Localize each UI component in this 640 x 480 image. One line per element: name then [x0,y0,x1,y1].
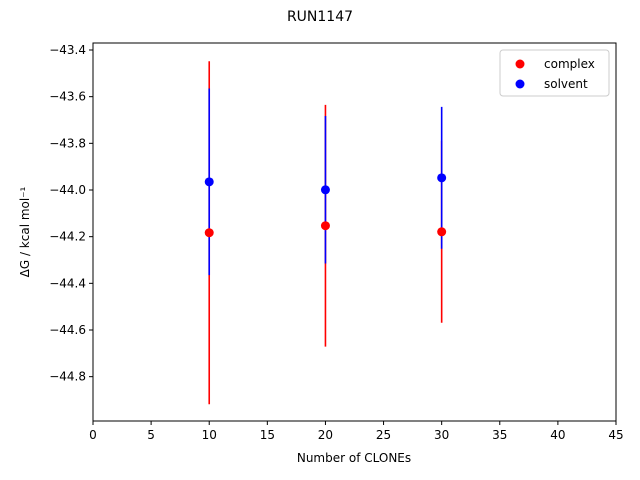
x-tick-label: 40 [550,428,565,442]
x-tick-label: 0 [89,428,97,442]
x-tick-label: 35 [492,428,507,442]
plot-frame [92,42,617,422]
x-tick-label: 30 [434,428,449,442]
point [204,177,214,187]
point [437,173,447,183]
y-tick-label: −44.2 [49,230,86,244]
legend-label: complex [544,57,595,71]
point [204,228,214,238]
x-axis-label: Number of CLONEs [297,451,411,465]
x-tick-label: 5 [147,428,155,442]
point [320,185,330,195]
chart-title: RUN1147 [287,9,353,25]
y-tick-label: −43.8 [49,136,86,150]
point [320,221,330,231]
x-tick-label: 15 [260,428,275,442]
y-tick-label: −44.6 [49,323,86,337]
y-tick-label: −44.8 [49,370,86,384]
x-tick-label: 20 [318,428,333,442]
point [437,227,447,237]
x-tick-label: 10 [202,428,217,442]
y-axis-label: ΔG / kcal mol⁻¹ [18,186,32,277]
legend-label: solvent [544,77,588,91]
legend-marker [515,79,525,89]
x-tick-label: 25 [376,428,391,442]
y-tick-label: −44.0 [49,183,86,197]
legend-marker [515,59,525,69]
legend-box [499,49,610,97]
y-tick-label: −43.6 [49,90,86,104]
x-tick-label: 45 [608,428,623,442]
y-tick-label: −44.4 [49,276,86,290]
y-tick-label: −43.4 [49,43,86,57]
